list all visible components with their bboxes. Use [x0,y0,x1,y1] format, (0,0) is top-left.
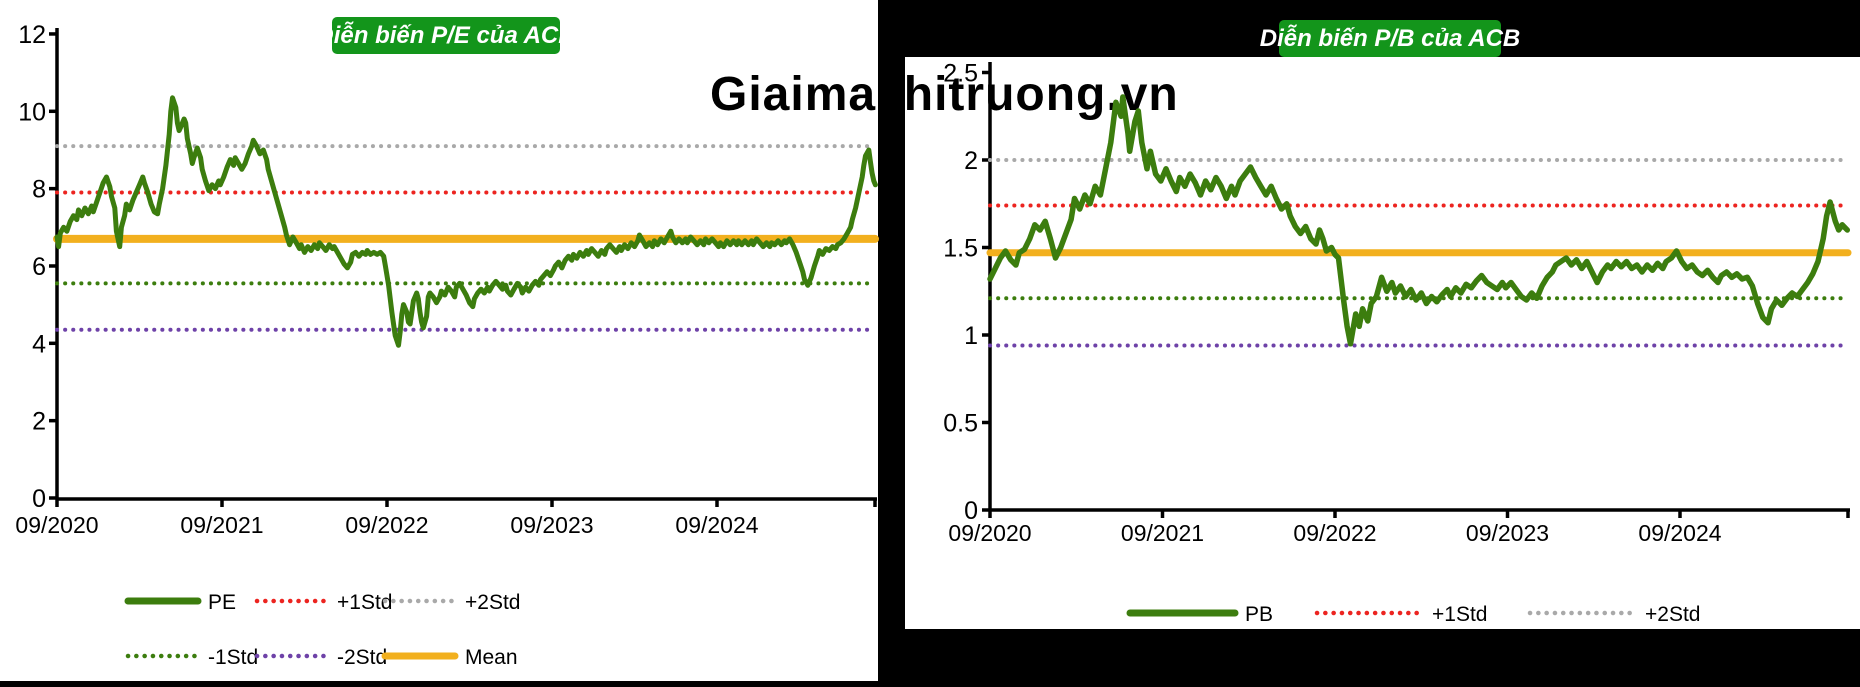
y-tick-label: 2 [964,147,978,175]
y-tick-label: 6 [32,253,46,281]
pe-title-background [332,17,560,54]
legend-label: Mean [465,646,518,669]
legend-label: +2Std [465,591,520,614]
pb-chart: 0 0.5 1 1.5 2 2.5 09/2020 09/2021 09/2022 09/2023… [943,60,1852,626]
legend-label: -1Std [208,646,258,669]
frame-bottom-strip [878,629,1860,687]
legend-label: +1Std [1432,603,1487,626]
legend-label: PB [1245,603,1273,626]
y-tick-label: 2.5 [943,60,978,88]
y-tick-label: 4 [32,330,46,358]
left-panel-bottom-rule [0,681,878,687]
y-tick-label: 10 [18,98,46,126]
legend-label: -2Std [337,646,387,669]
y-tick-label: 8 [32,176,46,204]
pe-title-text: Diễn biến P/E của ACB [316,21,575,49]
x-tick-label: 09/2024 [1638,520,1721,546]
legend-label: +1Std [337,591,392,614]
pb-title-background [1279,20,1501,57]
y-tick-label: 0 [964,497,978,525]
y-tick-label: 1.5 [943,235,978,263]
y-tick-label: 0.5 [943,410,978,438]
y-tick-label: 0 [32,485,46,513]
pe-chart: 0 2 4 6 8 10 12 09/2020 09/2021 09/2022 09/2023 09/… [15,21,879,669]
y-tick-label: 1 [964,322,978,350]
x-tick-label: 09/2022 [345,512,428,538]
pb-series-line [987,94,1851,347]
legend-label: +2Std [1645,603,1700,626]
frame-left-strip [878,0,905,687]
x-tick-label: 09/2020 [15,512,98,538]
x-tick-label: 09/2020 [948,520,1031,546]
watermark-text: Giaimachitruong.vn [710,68,1179,121]
y-tick-label: 12 [18,21,46,49]
pb-chart-title: Diễn biến P/B của ACB [1260,20,1520,57]
x-tick-label: 09/2024 [675,512,758,538]
x-tick-label: 09/2022 [1293,520,1376,546]
pe-chart-title: Diễn biến P/E của ACB [316,17,576,54]
y-tick-label: 2 [32,408,46,436]
x-tick-label: 09/2021 [180,512,263,538]
x-tick-label: 09/2023 [1466,520,1549,546]
x-tick-label: 09/2023 [510,512,593,538]
x-tick-label: 09/2021 [1121,520,1204,546]
pb-title-text: Diễn biến P/B của ACB [1260,24,1520,52]
pe-series-line [54,95,878,348]
legend-label: PE [208,591,236,614]
